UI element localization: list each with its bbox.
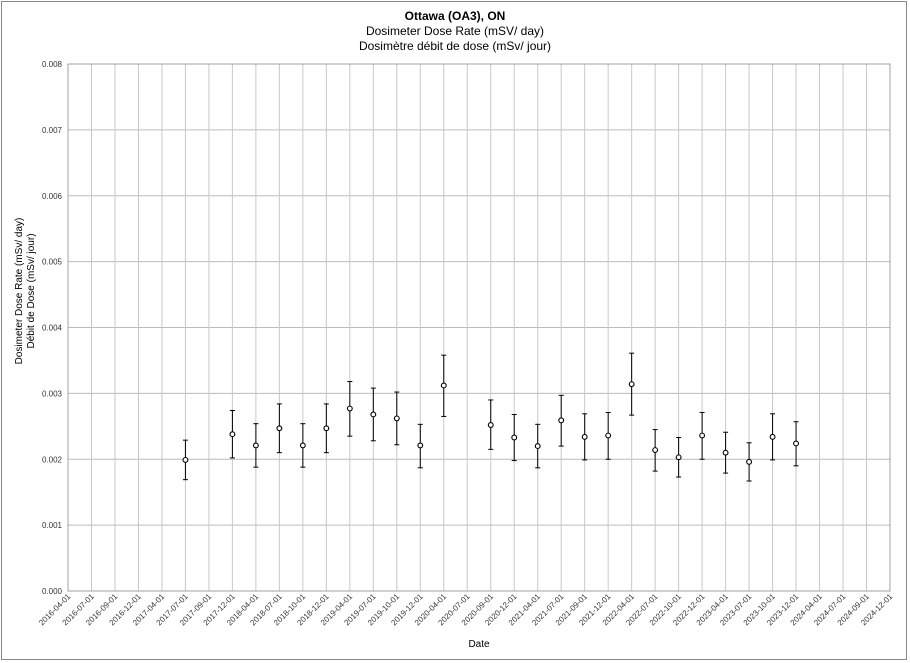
- data-point: [393, 415, 400, 422]
- grid-lines: [67, 63, 891, 592]
- data-point: [558, 417, 565, 424]
- data-point: [252, 442, 259, 449]
- data-points: [182, 352, 800, 482]
- data-point: [769, 433, 776, 440]
- data-point: [370, 411, 377, 418]
- data-point: [746, 458, 753, 465]
- data-point: [534, 443, 541, 450]
- data-point: [652, 447, 659, 453]
- chart-subtitle-fr: Dosimètre débit de dose (mSv/ jour): [358, 39, 552, 53]
- data-point: [605, 432, 612, 439]
- data-point: [323, 425, 330, 432]
- y-tick-label: 0.007: [42, 126, 63, 135]
- chart-subtitle-en: Dosimeter Dose Rate (mSV/ day): [365, 24, 545, 38]
- data-point: [276, 425, 283, 432]
- data-point: [628, 381, 635, 388]
- data-point: [299, 442, 306, 449]
- data-point: [182, 456, 189, 463]
- data-point: [487, 422, 494, 428]
- y-tick-label: 0.001: [42, 521, 63, 530]
- y-axis-label-en: Dosimeter Dose Rate (mSv/ day): [14, 218, 25, 365]
- data-point: [722, 449, 729, 456]
- y-tick-label: 0.005: [42, 258, 63, 267]
- chart-title: Ottawa (OA3), ON: [404, 9, 506, 23]
- data-point: [675, 454, 682, 461]
- data-point: [346, 405, 353, 412]
- y-axis-label-fr: Débit de Dose (mSv/ jour): [26, 233, 37, 348]
- x-tick-labels: 2016-04-012016-07-012016-09-012016-12-01…: [37, 592, 895, 628]
- plot-border: [67, 63, 891, 592]
- data-point: [229, 431, 236, 438]
- y-tick-label: 0.004: [42, 324, 63, 333]
- chart-titles: Ottawa (OA3), ON Dosimeter Dose Rate (mS…: [0, 8, 910, 54]
- x-axis-label: Date: [468, 639, 490, 650]
- y-tick-label: 0.000: [42, 587, 63, 596]
- y-tick-labels: 0.000 0.001 0.002 0.003 0.004 0.005 0.006 0.007…: [42, 60, 63, 596]
- y-tick-label: 0.008: [42, 60, 63, 69]
- y-tick-label: 0.002: [42, 455, 63, 464]
- data-point: [581, 433, 588, 440]
- y-tick-label: 0.006: [42, 192, 63, 201]
- data-point: [440, 382, 447, 389]
- data-point: [793, 440, 800, 447]
- data-point: [511, 434, 518, 441]
- data-point: [699, 432, 706, 439]
- data-point: [417, 442, 424, 449]
- y-tick-label: 0.003: [42, 389, 63, 398]
